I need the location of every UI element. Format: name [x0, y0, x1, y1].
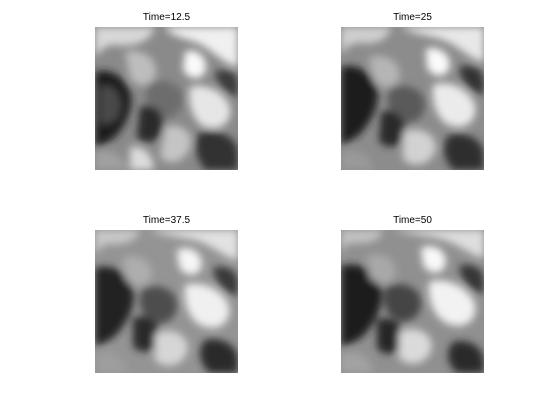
subplot-title: Time=12.5	[95, 10, 238, 26]
subplot-title: Time=50	[341, 213, 484, 229]
subplot-title: Time=37.5	[95, 213, 238, 229]
subplot-title: Time=25	[341, 10, 484, 26]
turbulence-field-image	[95, 230, 238, 373]
subplot-time-25: Time=25	[341, 10, 484, 170]
subplot-time-12-5: Time=12.5	[95, 10, 238, 170]
turbulence-field-image	[341, 230, 484, 373]
turbulence-field-image	[95, 27, 238, 170]
subplot-time-50: Time=50	[341, 213, 484, 373]
turbulence-field-image	[341, 27, 484, 170]
subplot-time-37-5: Time=37.5	[95, 213, 238, 373]
